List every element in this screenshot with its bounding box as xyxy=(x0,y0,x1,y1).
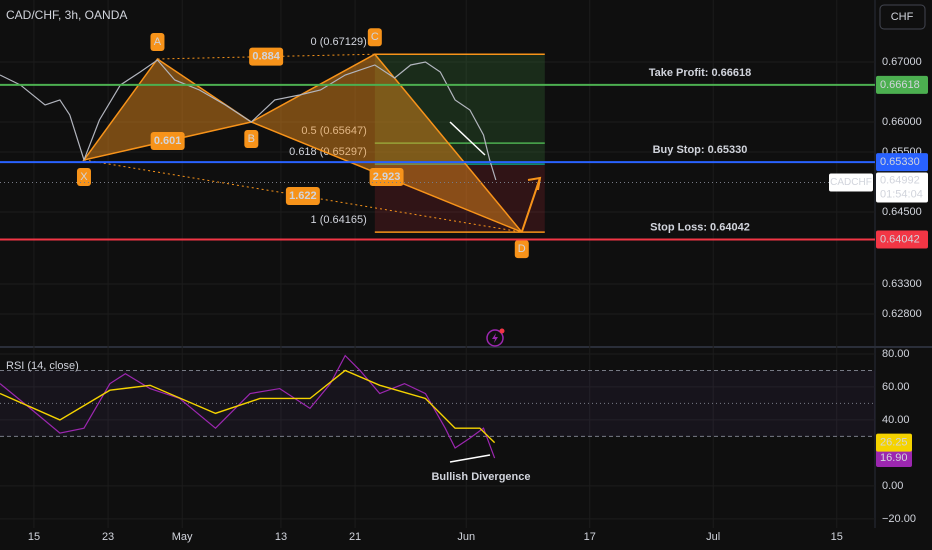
icon-bolt xyxy=(492,333,498,343)
symbol-title: CAD/CHF, 3h, OANDA xyxy=(6,8,127,22)
level-label: Stop Loss: 0.64042 xyxy=(650,221,750,233)
ratio-box xyxy=(285,187,320,206)
divergence-line xyxy=(449,454,491,463)
x-tick-label: 21 xyxy=(349,531,361,543)
y-tick-label: 0.00 xyxy=(882,480,903,492)
x-tick-label: 15 xyxy=(831,531,843,543)
rsi-title: RSI (14, close) xyxy=(6,360,79,372)
y-tick-label: 80.00 xyxy=(882,348,910,360)
ratio-box xyxy=(150,131,185,150)
level-label: Take Profit: 0.66618 xyxy=(649,67,752,79)
point-box xyxy=(76,167,91,186)
price-tag-label: 0.64042 xyxy=(880,233,920,245)
rsi-tag-label: 16.90 xyxy=(880,452,908,464)
price-tag xyxy=(876,75,928,94)
y-tick-label: 0.64500 xyxy=(882,206,922,218)
price-tag xyxy=(876,230,928,249)
profit-zone xyxy=(374,54,545,163)
projection-arrow xyxy=(520,176,542,233)
last-price-tag xyxy=(876,172,928,203)
x-tick-label: Jul xyxy=(706,531,720,543)
rsi-tag xyxy=(876,433,912,452)
level-label: Buy Stop: 0.65330 xyxy=(653,144,748,156)
price-line xyxy=(0,59,497,181)
rsi-tag-label: 26.25 xyxy=(880,437,908,449)
layer xyxy=(0,0,875,528)
y-tick-label: −20.00 xyxy=(882,513,916,525)
ratio-label: 0.601 xyxy=(154,135,182,147)
icon-ring xyxy=(486,329,504,347)
price-tag-label: 0.65330 xyxy=(880,156,920,168)
y-tick-label: 0.67000 xyxy=(882,56,922,68)
ratio-label: 0.884 xyxy=(252,51,280,63)
ratio-line xyxy=(157,53,375,60)
ticker-label: CADCHF xyxy=(830,177,872,188)
ratio-label: 2.923 xyxy=(373,171,401,183)
rsi-band-fill xyxy=(0,370,875,437)
point-box xyxy=(244,129,259,148)
rsi-line xyxy=(0,369,496,444)
x-tick-label: 13 xyxy=(275,531,287,543)
point-box xyxy=(367,28,382,47)
icon-dot xyxy=(499,328,505,334)
y-tick-label: 60.00 xyxy=(882,381,910,393)
currency-button[interactable] xyxy=(879,4,926,30)
point-box xyxy=(150,32,165,51)
y-tick-label: 40.00 xyxy=(882,414,910,426)
x-tick-label: May xyxy=(172,531,193,543)
ratio-label: 1.622 xyxy=(289,190,317,202)
fib-label: 1 (0.64165) xyxy=(311,214,367,226)
rsi-tag xyxy=(876,449,912,468)
annotation: Bullish Divergence xyxy=(431,471,530,483)
fib-label: 0 (0.67129) xyxy=(311,36,367,48)
ratio-box xyxy=(369,168,404,187)
point-label: C xyxy=(371,31,379,43)
x-tick-label: 23 xyxy=(102,531,114,543)
countdown-label: 01:54:04 xyxy=(880,188,923,200)
x-tick-label: Jun xyxy=(457,531,475,543)
divergence-line xyxy=(449,121,486,156)
fib-label: 0.5 (0.65647) xyxy=(301,125,366,137)
price-tag-label: 0.66618 xyxy=(880,79,920,91)
ticker-box xyxy=(829,173,873,192)
y-tick-label: 0.62800 xyxy=(882,308,922,320)
price-tag xyxy=(876,153,928,172)
point-label: X xyxy=(80,171,88,183)
y-tick-label: 0.63300 xyxy=(882,278,922,290)
currency-label[interactable]: CHF xyxy=(891,11,914,23)
point-label: B xyxy=(248,133,255,145)
ratio-box xyxy=(249,47,284,66)
rsi-line xyxy=(0,354,496,459)
x-tick-label: 15 xyxy=(28,531,40,543)
point-label: A xyxy=(154,36,162,48)
y-tick-label: 0.66000 xyxy=(882,116,922,128)
x-tick-label: 17 xyxy=(584,531,596,543)
alert-icon[interactable] xyxy=(486,328,505,347)
fib-label: 0.618 (0.65297) xyxy=(289,146,367,158)
last-price-label: 0.64992 xyxy=(880,174,920,186)
point-label: D xyxy=(518,243,526,255)
point-box xyxy=(514,240,529,259)
